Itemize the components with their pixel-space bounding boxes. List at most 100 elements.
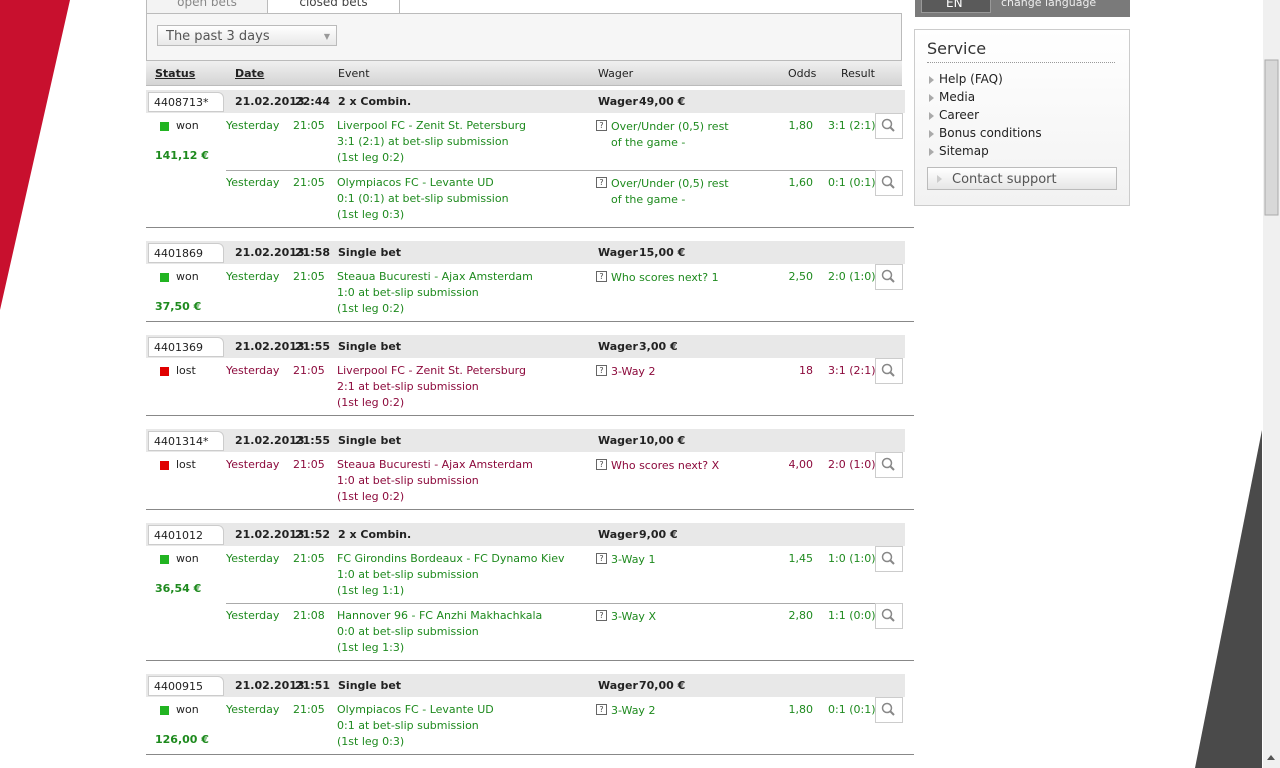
- info-icon[interactable]: ?: [596, 459, 607, 470]
- service-link[interactable]: Career: [939, 108, 980, 122]
- status: won: [176, 270, 199, 283]
- details-button[interactable]: [875, 264, 903, 290]
- status: lost: [176, 458, 196, 471]
- magnifier: [881, 608, 895, 622]
- result: 0:1 (0:1): [828, 176, 876, 189]
- change-language[interactable]: change language: [1001, 0, 1097, 9]
- contact-button[interactable]: Contact support: [927, 167, 1117, 190]
- magnifier: [881, 363, 895, 377]
- period-select[interactable]: The past 3 days ▼: [157, 25, 337, 46]
- bullet: [937, 175, 942, 183]
- gray-stripe: [1195, 430, 1262, 768]
- col-status[interactable]: Status: [155, 67, 196, 80]
- info-icon[interactable]: ?: [596, 365, 607, 376]
- leg-day: Yesterday: [226, 703, 280, 716]
- details-button[interactable]: [875, 452, 903, 478]
- odds: 1,80: [788, 703, 814, 716]
- scroll-arrow[interactable]: [1267, 755, 1275, 760]
- select-arrow: ▼: [323, 32, 330, 41]
- info-icon[interactable]: ?: [596, 553, 607, 564]
- bet-id[interactable]: 4401369: [148, 337, 224, 357]
- leg-day: Yesterday: [226, 552, 280, 565]
- bet-header: 4400915 21.02.2013 21:51 Single bet Wager 70,…: [146, 674, 905, 697]
- info-icon[interactable]: ?: [596, 610, 607, 621]
- wager-label: Wager: [598, 340, 638, 353]
- filter-box: The past 3 days ▼: [146, 13, 902, 61]
- info-icon[interactable]: ?: [596, 177, 607, 188]
- wager-amount: 10,00 €: [639, 434, 686, 447]
- details-button[interactable]: [875, 603, 903, 629]
- match: Olympiacos FC - Levante UD: [337, 176, 494, 189]
- bet-id[interactable]: 4401012: [148, 525, 224, 545]
- bet-id-text: 4400915: [154, 680, 203, 693]
- info-icon[interactable]: ?: [596, 120, 607, 131]
- service-link[interactable]: Bonus conditions: [939, 126, 1042, 140]
- winnings: 37,50 €: [155, 300, 202, 313]
- leg: won 141,12 € Yesterday 21:05 Liverpool FC - …: [146, 113, 914, 170]
- bet-id-text: 4401012: [154, 529, 203, 542]
- info-icon[interactable]: ?: [596, 271, 607, 282]
- bet-header: 4408713* 21.02.2013 22:44 2 x Combin. Wager 4…: [146, 90, 905, 113]
- bet-header: 4401369 21.02.2013 21:55 Single bet Wager 3,0…: [146, 335, 905, 358]
- leg: won 126,00 € Yesterday 21:05 Olympiacos FC -…: [146, 697, 914, 754]
- details-button[interactable]: [875, 170, 903, 196]
- language-select[interactable]: EN: [921, 0, 991, 13]
- bet: 4401314* 21.02.2013 21:55 Single bet Wager 10…: [146, 429, 914, 510]
- details-button[interactable]: [875, 358, 903, 384]
- bet-type: 2 x Combin.: [338, 528, 412, 541]
- bet-time: 21:58: [295, 246, 331, 259]
- bet-id[interactable]: 4401314*: [148, 431, 224, 451]
- leg: lost Yesterday 21:05 Steaua Bucuresti - Aja…: [146, 452, 914, 509]
- bet-type: 2 x Combin.: [338, 95, 412, 108]
- bullet: [929, 130, 934, 138]
- leg-time: 21:08: [293, 609, 325, 622]
- service-link[interactable]: Help (FAQ): [939, 72, 1003, 86]
- odds: 2,80: [788, 609, 814, 622]
- bet-time: 21:52: [295, 528, 331, 541]
- bet-type: Single bet: [338, 679, 402, 692]
- leg-time: 21:05: [293, 119, 325, 132]
- details-button[interactable]: [875, 113, 903, 139]
- service-link[interactable]: Media: [939, 90, 976, 104]
- bet-list: 4408713* 21.02.2013 22:44 2 x Combin. Wager 4…: [146, 90, 914, 755]
- red-stripe: [0, 0, 70, 310]
- match: Olympiacos FC - Levante UD: [337, 703, 494, 716]
- result: 2:0 (1:0): [828, 270, 876, 283]
- bet-selection: 3-Way 2: [611, 704, 656, 717]
- tabs: open bets closed bets: [146, 0, 914, 14]
- bet-id[interactable]: 4408713*: [148, 92, 224, 112]
- bet-id[interactable]: 4401869: [148, 243, 224, 263]
- bet: 4400915 21.02.2013 21:51 Single bet Wager 70,…: [146, 674, 914, 755]
- leg: won 37,50 € Yesterday 21:05 Steaua Bucuresti…: [146, 264, 914, 321]
- magnifier: [881, 702, 895, 716]
- status: won: [176, 119, 199, 132]
- result: 3:1 (2:1): [828, 364, 876, 377]
- status-icon: [160, 367, 169, 376]
- service-link[interactable]: Sitemap: [939, 144, 989, 158]
- score: 1:0 at bet-slip submission: [337, 568, 479, 581]
- bet-id-text: 4401314*: [154, 435, 209, 448]
- winnings: 36,54 €: [155, 582, 202, 595]
- tab[interactable]: closed bets: [267, 0, 400, 14]
- bet-id[interactable]: 4400915: [148, 676, 224, 696]
- magnifier: [881, 551, 895, 565]
- status-icon: [160, 706, 169, 715]
- bet-date: 21.02.2013: [235, 434, 305, 447]
- bet-type: Single bet: [338, 434, 402, 447]
- scrollbar-thumb[interactable]: [1264, 59, 1279, 216]
- wager-label: Wager: [598, 95, 638, 108]
- leg-time: 21:05: [293, 364, 325, 377]
- bullet: [929, 148, 934, 156]
- details-button[interactable]: [875, 546, 903, 572]
- details-button[interactable]: [875, 697, 903, 723]
- select-text: The past 3 days: [166, 29, 270, 44]
- col-date[interactable]: Date: [235, 67, 265, 80]
- leg-separator: [226, 603, 902, 604]
- tab[interactable]: open bets: [146, 0, 268, 13]
- leg-time: 21:05: [293, 458, 325, 471]
- info-icon[interactable]: ?: [596, 704, 607, 715]
- leg-time: 21:05: [293, 270, 325, 283]
- bet-selection: Over/Under (0,5) rest of the game -: [611, 120, 729, 149]
- bet-type: Single bet: [338, 340, 402, 353]
